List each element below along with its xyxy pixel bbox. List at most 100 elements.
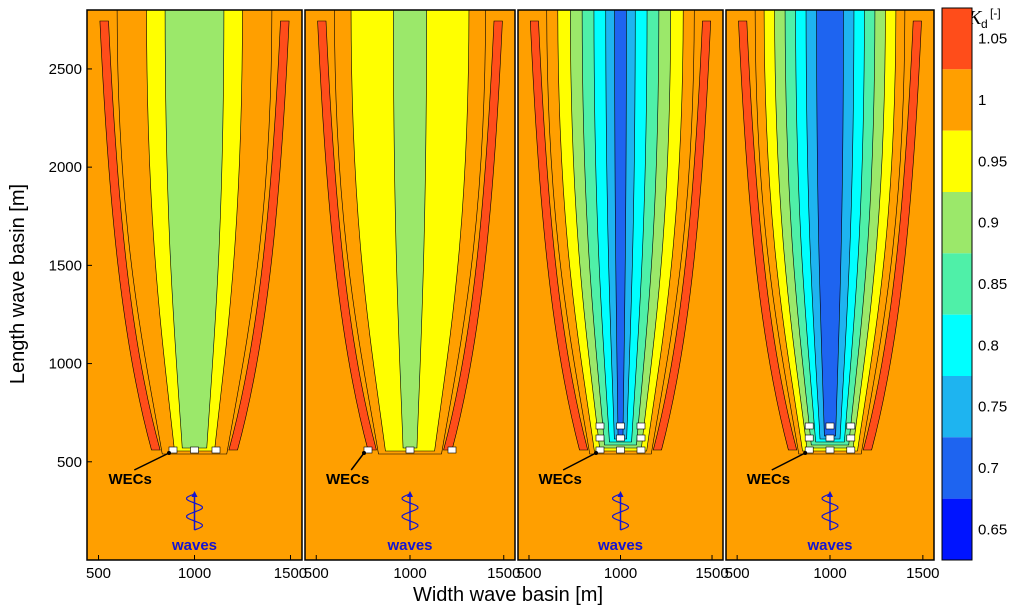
x-tick-label: 500 — [304, 565, 329, 582]
wec-device — [447, 446, 457, 454]
wecs-annotation: WECs — [109, 471, 152, 488]
y-axis-ticks: 500 1000 1500 2000 2500 — [49, 61, 92, 471]
wec-device — [211, 446, 221, 454]
wec-device — [846, 434, 856, 442]
wecs-arrow-head — [594, 451, 598, 455]
colorbar-swatch — [942, 314, 972, 376]
wec-device — [825, 422, 835, 430]
wecs-arrow-head — [803, 451, 808, 455]
y-tick-label: 2500 — [49, 61, 82, 78]
waves-label: waves — [171, 537, 217, 554]
colorbar-label: 1 — [978, 92, 986, 109]
waves-sine — [401, 493, 419, 531]
panel-3: waves WECs — [517, 9, 724, 561]
x-tick-label: 1500 — [274, 565, 307, 582]
y-axis-label: Length wave basin [m] — [7, 184, 29, 384]
x-tick-label: 500 — [516, 565, 541, 582]
wec-device — [616, 422, 625, 430]
wecs-annotation: WECs — [326, 471, 369, 488]
contour-panels: waves WECs waves WECs waves WECs waves WECs — [86, 9, 935, 561]
side-lobe — [652, 20, 712, 451]
x-tick-label: 1500 — [906, 565, 939, 582]
colorbar-swatch — [942, 253, 972, 315]
wec-device — [405, 446, 415, 454]
x-tick-label: 1000 — [393, 565, 426, 582]
colorbar-title-sub: d — [981, 17, 988, 31]
colorbar-label: 0.9 — [978, 215, 999, 232]
colorbar-swatch — [942, 437, 972, 499]
wec-device — [363, 446, 373, 454]
x-tick-label: 1500 — [695, 565, 728, 582]
wec-device — [190, 446, 199, 454]
wecs-arrow — [350, 452, 365, 471]
wec-device — [168, 446, 178, 454]
wecs-arrow-head — [362, 451, 366, 455]
wecs-annotation: WECs — [539, 471, 582, 488]
colorbar-swatch — [942, 192, 972, 254]
colorbar-label: 1.05 — [978, 31, 1007, 48]
waves-label: waves — [386, 537, 432, 554]
side-lobe — [738, 20, 798, 451]
panel-4: waves WECs — [725, 9, 935, 561]
waves-label: waves — [597, 537, 643, 554]
y-tick-label: 1000 — [49, 356, 82, 373]
wecs-annotation: WECs — [747, 471, 790, 488]
panel-2: waves WECs — [304, 9, 516, 561]
colorbar-swatch — [942, 69, 972, 131]
y-tick-label: 2000 — [49, 159, 82, 176]
contour-band — [816, 10, 844, 437]
x-tick-label: 1000 — [604, 565, 637, 582]
waves-sine — [821, 493, 839, 531]
y-tick-label: 1500 — [49, 257, 82, 274]
colorbar-label: 0.95 — [978, 153, 1007, 170]
waves-label: waves — [806, 537, 852, 554]
colorbar-swatch — [942, 8, 972, 70]
x-tick-label: 1000 — [178, 565, 211, 582]
wec-device — [595, 434, 605, 442]
x-tick-label: 500 — [725, 565, 750, 582]
colorbar-swatch — [942, 376, 972, 438]
wecs-arrow — [133, 452, 170, 471]
wec-device — [595, 422, 605, 430]
contour-band — [393, 10, 427, 449]
wec-device — [804, 434, 814, 442]
x-tick-label: 1500 — [487, 565, 520, 582]
side-lobe — [529, 20, 589, 451]
wecs-arrow — [771, 452, 806, 471]
wec-device — [804, 446, 814, 454]
contour-band — [614, 10, 627, 437]
wec-device — [636, 434, 646, 442]
wec-device — [804, 422, 814, 430]
wecs-arrow — [562, 452, 597, 471]
wec-device — [825, 434, 835, 442]
wec-device — [825, 446, 835, 454]
side-lobe — [443, 20, 503, 451]
wec-device — [846, 422, 856, 430]
waves-sine — [186, 493, 203, 531]
colorbar-unit: [-] — [990, 6, 1001, 20]
waves-sine — [612, 493, 629, 531]
contour-band — [164, 10, 225, 449]
colorbar-label: 0.65 — [978, 521, 1007, 538]
wec-device — [616, 446, 625, 454]
colorbar-label: 0.8 — [978, 337, 999, 354]
panel-1: waves WECs — [86, 9, 303, 561]
x-tick-label: 500 — [86, 565, 111, 582]
side-lobe — [228, 20, 290, 451]
colorbar-frame — [941, 7, 973, 561]
side-lobe — [862, 20, 922, 451]
colorbar-swatch — [942, 498, 972, 560]
wecs-arrow-head — [167, 451, 171, 455]
side-lobe — [99, 20, 161, 451]
y-tick-label: 500 — [57, 454, 82, 471]
wec-device — [595, 446, 605, 454]
wec-device — [636, 422, 646, 430]
wec-device — [636, 446, 646, 454]
colorbar-swatch — [942, 130, 972, 192]
colorbar-label: 0.85 — [978, 276, 1007, 293]
side-lobe — [317, 20, 377, 451]
